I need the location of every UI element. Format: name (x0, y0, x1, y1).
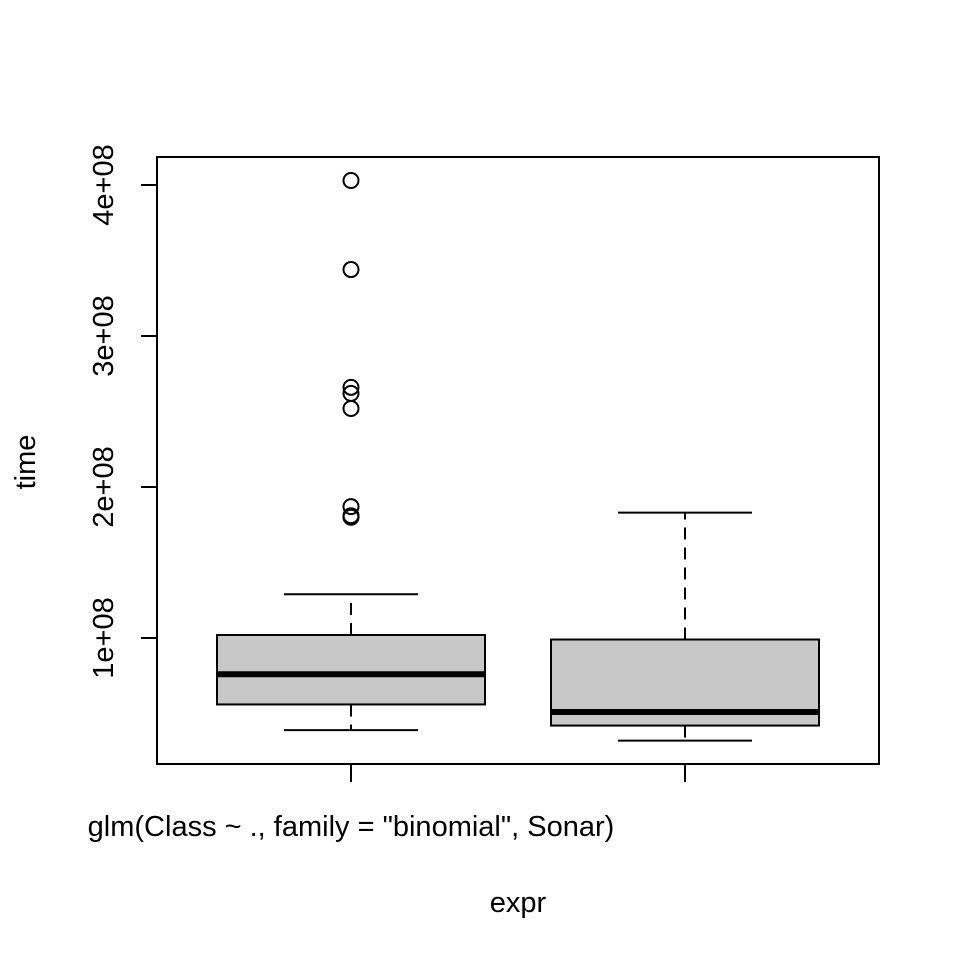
outlier-point (342, 507, 360, 525)
outlier-point (342, 384, 360, 402)
box-group (216, 171, 486, 732)
x-axis-title: expr (490, 887, 547, 919)
x-tick-label: glm(Class ~ ., family = "binomial", Sona… (88, 811, 615, 843)
box-iqr (216, 633, 486, 706)
outlier-point (342, 171, 360, 189)
y-axis: 1e+08 2e+08 3e+08 4e+08 (88, 144, 158, 679)
y-tick-label: 4e+08 (88, 144, 120, 225)
y-tick-label: 3e+08 (88, 295, 120, 376)
x-axis: glm(Class ~ ., family = "binomial", Sona… (88, 764, 686, 843)
boxes (216, 171, 820, 742)
box-group (550, 511, 820, 742)
outlier-point (342, 378, 360, 396)
outlier-point (342, 498, 360, 516)
outlier-point (342, 399, 360, 417)
y-tick-label: 2e+08 (88, 446, 120, 527)
y-tick-label: 1e+08 (88, 597, 120, 678)
y-axis-title: time (10, 435, 42, 490)
outlier-point (342, 261, 360, 279)
